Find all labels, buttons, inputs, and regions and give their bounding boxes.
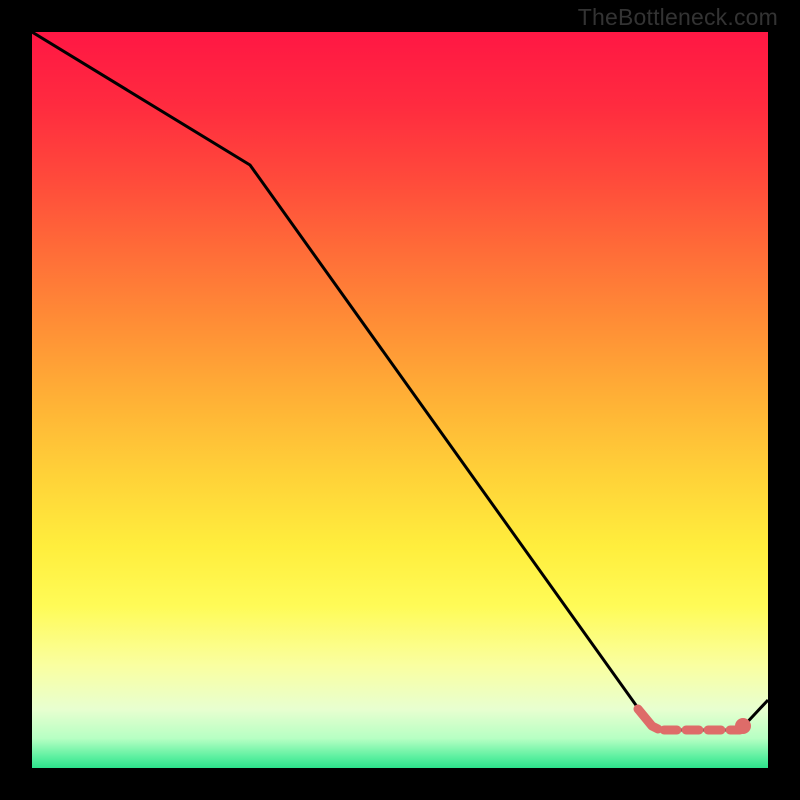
watermark-text: TheBottleneck.com (578, 4, 778, 31)
chart-plot-area (32, 32, 768, 768)
main-curve (32, 32, 768, 730)
highlight-segment-solid (638, 709, 658, 729)
chart-overlay (32, 32, 768, 768)
highlight-end-marker (735, 718, 751, 734)
